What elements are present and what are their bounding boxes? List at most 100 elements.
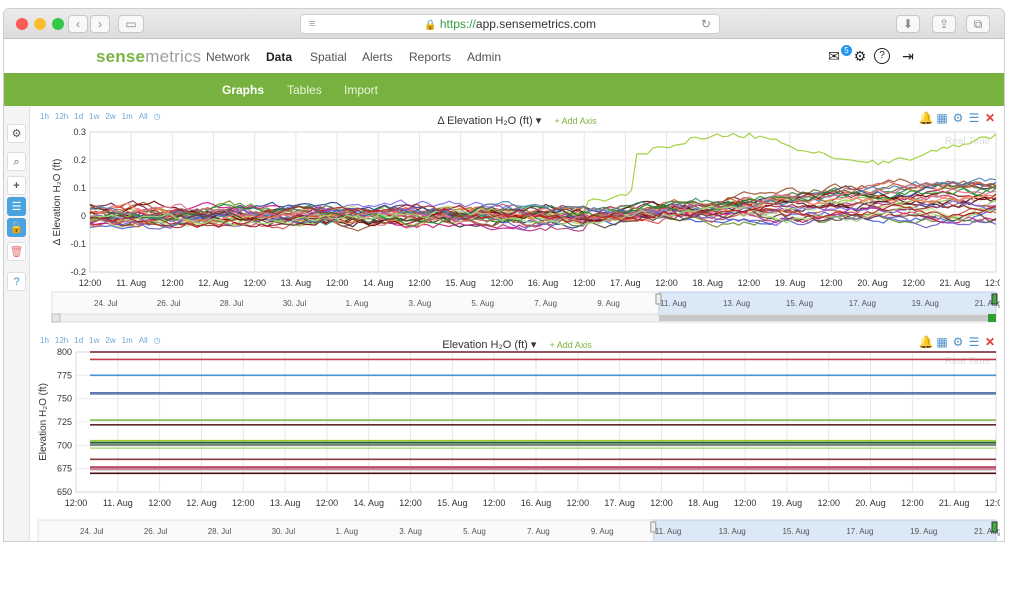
forward-arrow-icon[interactable]: › (90, 15, 110, 33)
x-tick-label: 18. Aug (692, 278, 723, 288)
chart-delta-elevation[interactable]: 12:00 11. Aug 12:00 12. Aug 12:00 13. Aug 12:0… (34, 106, 1000, 324)
gear-icon[interactable]: ⚙ (853, 48, 867, 64)
x-tick-label: 18. Aug (688, 498, 719, 508)
nav-spatial[interactable]: Spatial (310, 50, 347, 64)
x-tick-label: 19. Aug (772, 498, 803, 508)
minimize-window-button[interactable] (34, 18, 46, 30)
range-1m[interactable]: 1m (121, 112, 133, 121)
range-12h[interactable]: 12h (54, 112, 69, 121)
close-window-button[interactable] (16, 18, 28, 30)
subnav-import[interactable]: Import (344, 83, 379, 97)
tabs-icon[interactable]: ⧉ (966, 15, 990, 33)
nav-reports[interactable]: Reports (409, 50, 452, 64)
app-header: sensemetrics Network Data Spatial Alerts… (4, 39, 1004, 73)
navigator-date-label: 1. Aug (346, 299, 369, 308)
series-line (89, 180, 997, 228)
address-bar[interactable]: ≡ 🔒 https://app.sensemetrics.com ↻ (300, 14, 720, 34)
reload-icon[interactable]: ↻ (700, 17, 711, 31)
logout-icon[interactable]: ⇥ (902, 48, 914, 64)
bell-icon[interactable]: 🔔 (918, 111, 934, 125)
menu-icon[interactable]: ☰ (968, 111, 980, 125)
back-arrow-icon[interactable]: ‹ (68, 15, 88, 33)
x-tick-label: 14. Aug (363, 278, 394, 288)
nav-data[interactable]: Data (266, 50, 293, 64)
search-list-icon[interactable]: ⌕ (7, 152, 26, 171)
navigator-date-label: 30. Jul (283, 299, 307, 308)
chevron-down-icon[interactable]: ▾ (530, 339, 537, 351)
navigator-selection (658, 291, 997, 315)
zoom-window-button[interactable] (52, 18, 64, 30)
add-axis-button-2[interactable]: + Add Axis (549, 340, 592, 350)
range-1h[interactable]: 1h (40, 112, 49, 121)
time-range-buttons: 1h 12h 1d 1w 2w 1m All ◷ (40, 112, 167, 121)
help-circle-icon[interactable]: ? (7, 272, 26, 291)
graph-workspace: ⚙ ⌕ + ☰ 🔓 🗑 ? 1h 12h 1d 1w 2w 1m All ◷ Δ Elevat… (4, 106, 1004, 542)
series-line (89, 203, 997, 229)
sidebar-toggle-icon[interactable]: ▭ (118, 15, 144, 33)
x-tick-label: 12:00 (734, 498, 757, 508)
x-tick-label: 12:00 (567, 498, 590, 508)
trash-icon[interactable]: 🗑 (7, 242, 26, 261)
add-axis-button[interactable]: + Add Axis (554, 116, 597, 126)
range-all[interactable]: All (138, 336, 148, 345)
navigator-date-label: 26. Jul (144, 527, 168, 536)
x-tick-label: 12:00 (985, 498, 1000, 508)
range-1d[interactable]: 1d (74, 336, 84, 345)
x-tick-label: 12:00 (79, 278, 102, 288)
nav-alerts[interactable]: Alerts (362, 50, 393, 64)
list-icon[interactable]: ☰ (7, 197, 26, 216)
y-tick-label: -0.2 (70, 267, 86, 277)
url-host: app.sensemetrics.com (475, 17, 596, 31)
chart-title-delta[interactable]: Δ Elevation H₂O (ft) (437, 115, 533, 127)
table-icon[interactable]: ▦ (936, 335, 948, 349)
series-line (89, 205, 997, 231)
graph-toolbar: ⚙ ⌕ + ☰ 🔓 🗑 ? (4, 106, 30, 541)
sensemetrics-logo[interactable]: sensemetrics (96, 47, 202, 66)
add-icon[interactable]: + (7, 176, 26, 195)
chart-title-elevation[interactable]: Elevation H₂O (ft) (442, 339, 528, 351)
nav-network[interactable]: Network (206, 50, 251, 64)
range-1h[interactable]: 1h (40, 336, 49, 345)
range-1w[interactable]: 1w (89, 112, 100, 121)
range-1m[interactable]: 1m (121, 336, 133, 345)
range-12h[interactable]: 12h (54, 336, 69, 345)
range-1d[interactable]: 1d (74, 112, 84, 121)
scroll-left-arrow (51, 313, 61, 323)
y-tick-label: 0.1 (73, 183, 86, 193)
nav-admin[interactable]: Admin (467, 50, 502, 64)
help-icon[interactable]: ? (874, 48, 890, 64)
clock-icon[interactable]: ◷ (153, 112, 161, 121)
range-2w[interactable]: 2w (105, 336, 116, 345)
gear-small-icon[interactable]: ⚙ (952, 335, 964, 349)
navigator-date-label: 26. Jul (157, 299, 181, 308)
settings-gear-icon[interactable]: ⚙ (7, 124, 26, 143)
gear-small-icon[interactable]: ⚙ (952, 111, 964, 125)
close-chart-icon[interactable]: ✕ (984, 335, 996, 349)
chart-elevation[interactable]: 12:00 11. Aug 12:00 12. Aug 12:00 13. Aug 12:0… (34, 330, 1000, 542)
bell-icon[interactable]: 🔔 (918, 335, 934, 349)
lock-toggle-icon[interactable]: 🔓 (7, 218, 26, 237)
navigator-date-label: 21. Aug (974, 527, 1000, 536)
x-tick-label: 12:00 (817, 498, 840, 508)
y-axis-label: Δ Elevation H₂O (ft) (52, 159, 63, 246)
subnav-tables[interactable]: Tables (287, 83, 322, 97)
range-all[interactable]: All (138, 112, 148, 121)
chevron-down-icon[interactable]: ▾ (535, 115, 542, 127)
close-chart-icon[interactable]: ✕ (984, 111, 996, 125)
navigator-handle-left (655, 293, 662, 305)
table-icon[interactable]: ▦ (936, 111, 948, 125)
range-1w[interactable]: 1w (89, 336, 100, 345)
clock-icon[interactable]: ◷ (153, 336, 161, 345)
x-tick-label: 12:00 (902, 278, 925, 288)
lock-icon: 🔒 (424, 20, 437, 31)
notification-badge: 5 (841, 45, 852, 56)
x-tick-label: 12:00 (650, 498, 673, 508)
download-icon[interactable]: ⬇ (896, 15, 920, 33)
reader-icon[interactable]: ≡ (309, 18, 316, 30)
range-2w[interactable]: 2w (105, 112, 116, 121)
share-icon[interactable]: ⇪ (932, 15, 956, 33)
menu-icon[interactable]: ☰ (968, 335, 980, 349)
subnav-graphs[interactable]: Graphs (222, 83, 265, 97)
inbox-icon[interactable]: ✉ (828, 48, 840, 64)
navigator-date-label: 13. Aug (719, 527, 746, 536)
